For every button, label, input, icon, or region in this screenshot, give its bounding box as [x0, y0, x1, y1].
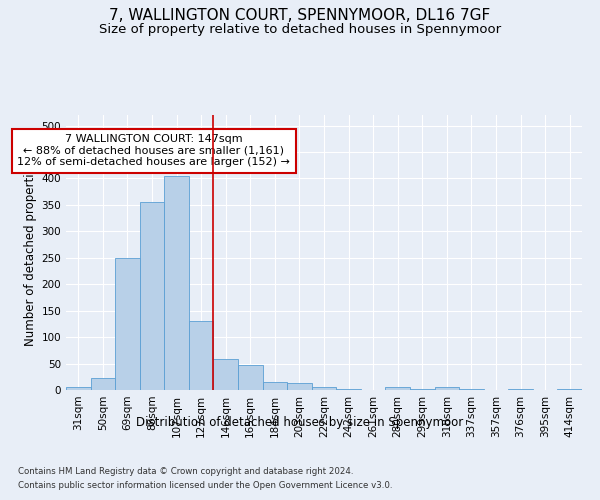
Bar [287, 383, 312, 390]
Bar [140, 202, 164, 390]
Text: Contains public sector information licensed under the Open Government Licence v3: Contains public sector information licen… [18, 481, 392, 490]
Text: Distribution of detached houses by size in Spennymoor: Distribution of detached houses by size … [136, 416, 464, 429]
Bar [115, 258, 140, 390]
Bar [385, 388, 410, 390]
Bar [91, 378, 115, 390]
Text: 7, WALLINGTON COURT, SPENNYMOOR, DL16 7GF: 7, WALLINGTON COURT, SPENNYMOOR, DL16 7G… [109, 8, 491, 22]
Bar [189, 322, 214, 390]
Bar [312, 388, 336, 390]
Bar [557, 389, 582, 390]
Bar [263, 382, 287, 390]
Text: 7 WALLINGTON COURT: 147sqm
← 88% of detached houses are smaller (1,161)
12% of s: 7 WALLINGTON COURT: 147sqm ← 88% of deta… [17, 134, 290, 168]
Y-axis label: Number of detached properties: Number of detached properties [24, 160, 37, 346]
Bar [66, 388, 91, 390]
Bar [434, 388, 459, 390]
Bar [164, 176, 189, 390]
Text: Contains HM Land Registry data © Crown copyright and database right 2024.: Contains HM Land Registry data © Crown c… [18, 467, 353, 476]
Text: Size of property relative to detached houses in Spennymoor: Size of property relative to detached ho… [99, 22, 501, 36]
Bar [238, 364, 263, 390]
Bar [214, 360, 238, 390]
